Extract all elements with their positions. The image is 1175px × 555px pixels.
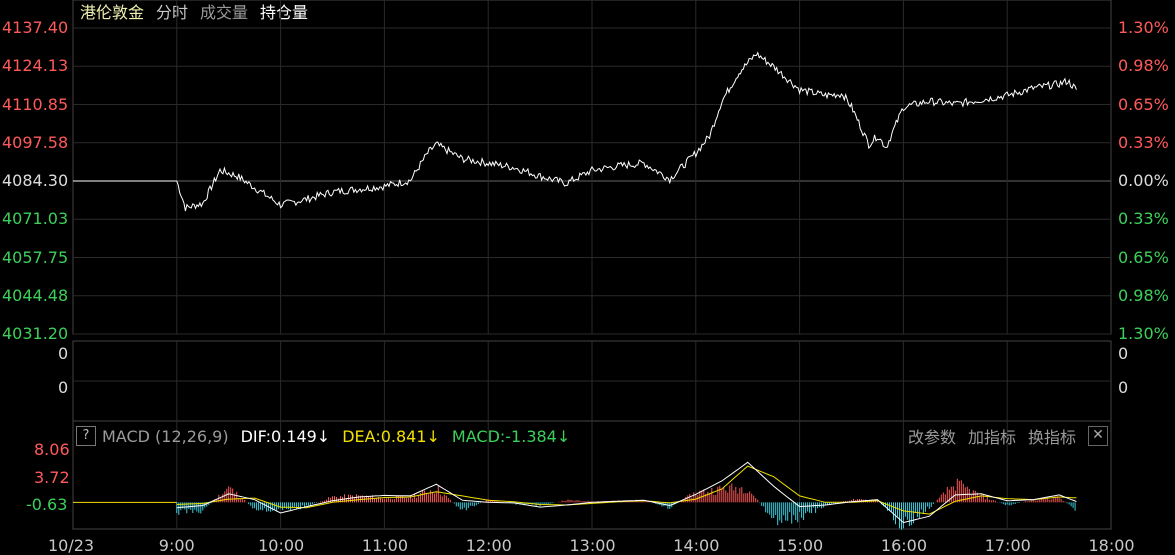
modify-params-button[interactable]: 改参数 (907, 428, 956, 447)
macd-value: MACD:-1.384↓ (451, 426, 571, 446)
chart-mode-tabs: 港伦敦金 分时 成交量 持仓量 (80, 2, 308, 24)
time-tick-label: 11:00 (361, 536, 408, 555)
tab-volume[interactable]: 成交量 (200, 3, 249, 22)
volume-axis-left-top: 0 (58, 344, 69, 363)
dif-value: DIF:0.149↓ (240, 426, 331, 446)
tab-open-interest[interactable]: 持仓量 (260, 3, 309, 22)
time-tick-label: 13:00 (569, 536, 616, 555)
price-tick-label: 4124.13 (2, 56, 69, 76)
add-indicator-button[interactable]: 加指标 (967, 428, 1016, 447)
price-tick-label: 4084.30 (2, 171, 69, 190)
macd-axis-mid: 3.72 (34, 468, 70, 487)
price-tick-label: 4031.20 (2, 324, 69, 343)
tab-time-sharing[interactable]: 分时 (156, 3, 189, 22)
price-tick-label: 4071.03 (2, 209, 69, 229)
tab-instrument[interactable]: 港伦敦金 (80, 3, 145, 22)
time-tick-label: 14:00 (673, 536, 720, 555)
time-tick-label: 17:00 (984, 536, 1031, 555)
percent-tick-label: 0.65% (1118, 247, 1169, 267)
percent-tick-label: 1.30% (1118, 324, 1169, 343)
price-tick-label: 4110.85 (2, 94, 69, 114)
time-tick-label: 12:00 (465, 536, 512, 555)
time-tick-label: 10/23 (48, 536, 95, 555)
price-tick-label: 4137.40 (2, 18, 69, 37)
time-tick-label: 16:00 (880, 536, 927, 555)
macd-axis-top: 8.06 (34, 440, 70, 459)
time-tick-label: 15:00 (777, 536, 824, 555)
time-tick-label: 9:00 (158, 536, 195, 555)
price-tick-label: 4057.75 (2, 247, 69, 267)
macd-name[interactable]: MACD (12,26,9) (102, 426, 229, 446)
time-tick-label: 18:00 (1088, 536, 1135, 555)
indicator-tools: 改参数 加指标 换指标 ✕ (908, 424, 1108, 448)
percent-tick-label: 0.65% (1118, 94, 1169, 114)
switch-indicator-button[interactable]: 换指标 (1027, 428, 1076, 447)
percent-tick-label: 1.30% (1118, 18, 1169, 37)
help-button[interactable]: ? (76, 426, 96, 446)
dif-line (176, 461, 1077, 524)
macd-axis-bottom: -0.63 (26, 495, 68, 514)
price-line (73, 51, 1077, 212)
price-tick-label: 4097.58 (2, 132, 69, 152)
macd-header: ? MACD (12,26,9) DIF:0.149↓ DEA:0.841↓ M… (76, 424, 1110, 448)
price-tick-label: 4044.48 (2, 285, 69, 305)
dea-value: DEA:0.841↓ (342, 426, 440, 446)
volume-axis-right-bottom: 0 (1118, 378, 1129, 397)
percent-tick-label: 0.33% (1118, 209, 1169, 229)
volume-axis-right-top: 0 (1118, 344, 1129, 363)
percent-tick-label: 0.00% (1118, 171, 1169, 190)
time-tick-label: 10:00 (258, 536, 305, 555)
percent-tick-label: 0.98% (1118, 56, 1169, 76)
volume-axis-left-bottom: 0 (58, 378, 69, 397)
close-indicator-icon[interactable]: ✕ (1088, 426, 1108, 446)
percent-tick-label: 0.33% (1118, 132, 1169, 152)
dea-line (176, 465, 1077, 515)
percent-tick-label: 0.98% (1118, 285, 1169, 305)
